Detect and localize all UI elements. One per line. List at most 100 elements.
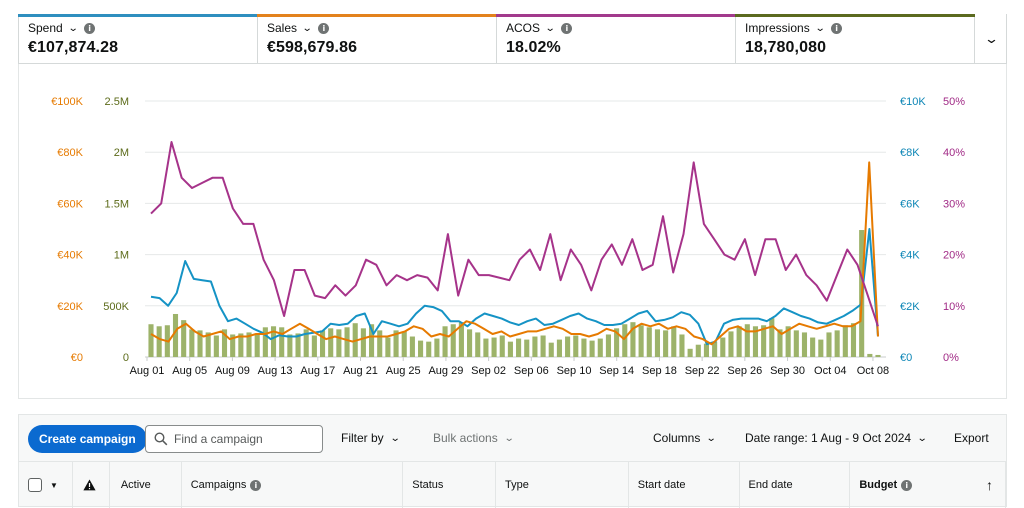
spend-axis-tick-label: €2K [900,301,920,313]
info-icon[interactable]: i [84,22,96,34]
info-icon[interactable]: i [831,22,843,34]
metrics-bar: Spend ⌄ i €107,874.28 Sales ⌄ i €598,679.86 … [18,14,1007,64]
metric-tile-spend[interactable]: Spend ⌄ i €107,874.28 [18,14,258,63]
metric-value: 18,780,080 [745,39,827,56]
acos-axis-tick-label: 50% [943,96,965,108]
impressions-bar [295,333,301,357]
impressions-bar [303,329,309,357]
column-header-label: Budget [859,479,898,491]
info-icon[interactable]: i [250,479,262,491]
impressions-bar [589,340,595,357]
table-header: ▼ Active Campaigns i Status Type Start da… [18,461,1007,508]
search-input[interactable] [174,432,314,446]
metric-value: €107,874.28 [28,39,119,56]
chevron-down-icon[interactable]: ⌄ [301,22,313,34]
impressions-bar [728,331,734,357]
impressions-axis-tick-label: 1.5M [105,198,129,210]
bulk-actions-dropdown[interactable]: Bulk actions ⌄ [433,431,514,445]
date-range-label: Date range: 1 Aug - 9 Oct 2024 [745,431,912,445]
column-header-active[interactable]: Active [110,462,182,508]
x-axis-tick-label: Aug 29 [428,365,463,377]
impressions-bar [614,328,620,357]
impressions-bar [426,341,432,357]
impressions-bar [850,323,857,357]
acos-series-line [150,141,879,327]
impressions-bar [475,332,481,357]
impressions-bar [540,335,546,357]
column-header-start-date[interactable]: Start date [629,462,740,508]
acos-axis-tick-label: 20% [943,250,965,262]
x-axis-tick-label: Aug 05 [172,365,207,377]
performance-chart: €100K €80K €60K €40K €20K €0 2.5M 2M 1.5M 1M 500K 0… [18,64,1007,399]
create-campaign-button[interactable]: Create campaign [28,425,147,453]
info-icon[interactable]: i [561,22,573,34]
column-header-label: Campaigns [190,479,247,491]
x-axis-tick-label: Aug 01 [130,365,165,377]
date-range-dropdown[interactable]: Date range: 1 Aug - 9 Oct 2024 ⌄ [745,431,928,445]
chevron-down-icon: ⌄ [389,432,401,444]
impressions-axis-tick-label: 2.5M [105,96,129,108]
chevron-down-icon[interactable]: ⌄ [67,22,79,34]
impressions-bar [597,338,603,357]
impressions-bar [867,353,873,357]
impressions-bar [434,338,440,357]
column-header-type[interactable]: Type [496,462,629,508]
impressions-bar [499,335,505,357]
x-axis-tick-label: Sep 14 [599,365,634,377]
caret-down-icon[interactable]: ▼ [50,480,58,490]
x-axis-tick-label: Sep 10 [557,365,592,377]
select-all-cell: ▼ [19,462,73,508]
search-field[interactable] [145,425,323,453]
impressions-bar [230,334,236,357]
column-header-campaigns[interactable]: Campaigns i [182,462,404,508]
x-axis-tick-label: Sep 22 [685,365,720,377]
impressions-bar [148,324,154,357]
sort-ascending-icon[interactable]: ↑ [986,477,993,493]
x-axis-tick-label: Sep 06 [514,365,549,377]
filter-by-dropdown[interactable]: Filter by ⌄ [341,431,401,445]
impressions-bar [328,328,334,357]
column-header-status[interactable]: Status [403,462,497,508]
column-header-budget[interactable]: Budget i ↑ [850,462,1006,508]
x-axis-tick-label: Sep 18 [642,365,677,377]
chevron-down-icon[interactable]: ⌄ [814,22,826,34]
export-button[interactable]: Export [954,431,989,445]
info-icon[interactable]: i [318,22,330,34]
impressions-bar [785,326,791,357]
info-icon[interactable]: i [901,479,913,491]
filter-by-label: Filter by [341,431,384,445]
impressions-bar [385,337,391,357]
columns-dropdown[interactable]: Columns ⌄ [653,431,717,445]
sales-series-line [150,161,879,346]
impressions-bar [695,344,701,357]
impressions-bar [671,326,677,357]
metric-tile-acos[interactable]: ACOS ⌄ i 18.02% [496,14,736,63]
column-header-end-date[interactable]: End date [740,462,851,508]
impressions-bar [516,338,522,357]
spend-axis-tick-label: €6K [900,198,920,210]
metric-label: ACOS [506,21,541,35]
impressions-bar [654,329,661,357]
chevron-down-icon: ⌄ [983,30,1000,46]
impressions-bar [409,336,415,357]
select-all-checkbox[interactable] [28,478,42,492]
x-axis-tick-label: Aug 13 [258,365,293,377]
impressions-bar [491,337,497,357]
impressions-bar [777,329,783,357]
impressions-bar [262,327,268,357]
metric-tile-sales[interactable]: Sales ⌄ i €598,679.86 [257,14,497,63]
metric-value: €598,679.86 [267,39,358,56]
impressions-bar [679,334,685,357]
impressions-bar [450,324,456,357]
x-axis-tick-label: Sep 30 [770,365,805,377]
x-axis-tick-label: Aug 21 [343,365,378,377]
metric-value: 18.02% [506,39,561,56]
expand-metrics-button[interactable]: ⌄ [975,14,1008,63]
metric-tile-impressions[interactable]: Impressions ⌄ i 18,780,080 [735,14,975,63]
chevron-down-icon[interactable]: ⌄ [544,22,556,34]
impressions-bar [270,326,277,357]
search-icon [154,432,168,446]
impressions-axis-tick-label: 500K [103,301,129,313]
impressions-bar [172,313,179,357]
impressions-bar [834,330,840,357]
